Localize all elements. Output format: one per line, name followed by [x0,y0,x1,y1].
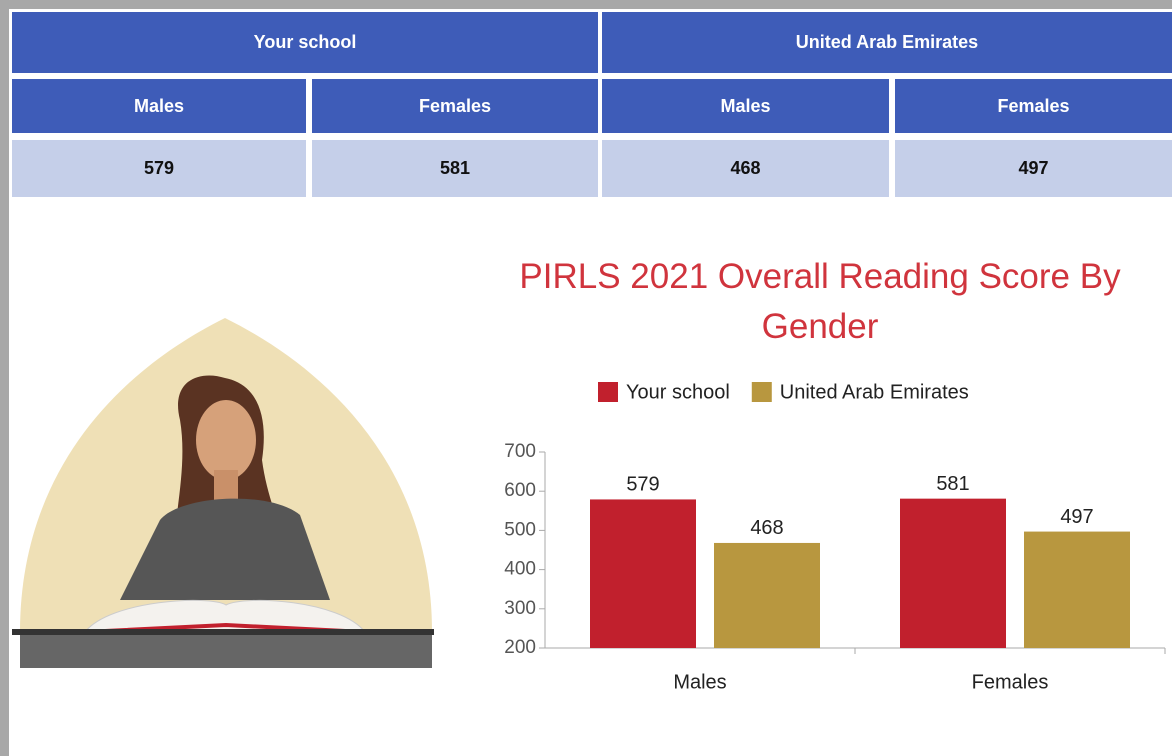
book [83,599,367,633]
table-group: United Arab Emirates [602,12,1172,73]
bar [900,498,1006,648]
y-tick-label: 300 [504,598,536,619]
y-tick-label: 600 [504,480,536,501]
legend-label: United Arab Emirates [780,381,969,403]
value-label: 579 [626,474,659,496]
bar [590,499,696,648]
table-cell: 579 [12,140,306,197]
desk-top [12,629,434,635]
face [196,400,256,480]
legend-swatch [598,382,618,402]
table-cell: 468 [602,140,889,197]
value-label: 468 [750,517,783,539]
sweater [120,498,330,600]
table-column: Females [895,79,1172,133]
table-group: Your school [12,12,598,73]
y-tick-label: 500 [504,519,536,540]
bar [714,542,820,648]
value-label: 581 [936,473,969,495]
y-tick-label: 400 [504,559,536,580]
y-tick-label: 700 [504,441,536,462]
table-column: Males [602,79,889,133]
illustration [12,318,434,668]
bar [1024,531,1130,648]
legend-label: Your school [626,381,730,403]
legend-swatch [751,382,772,402]
neck [214,470,238,500]
table-column: Males [12,79,306,133]
table-column: Females [312,79,598,133]
value-label: 497 [1060,506,1093,528]
chart-title: PIRLS 2021 Overall Reading Score By Gend… [519,257,1121,346]
x-tick-label: Males [673,671,726,693]
x-tick-label: Females [972,671,1049,693]
desk [20,635,432,668]
table-cell: 497 [895,140,1172,197]
y-tick-label: 200 [504,637,536,658]
table-cell: 581 [312,140,598,197]
